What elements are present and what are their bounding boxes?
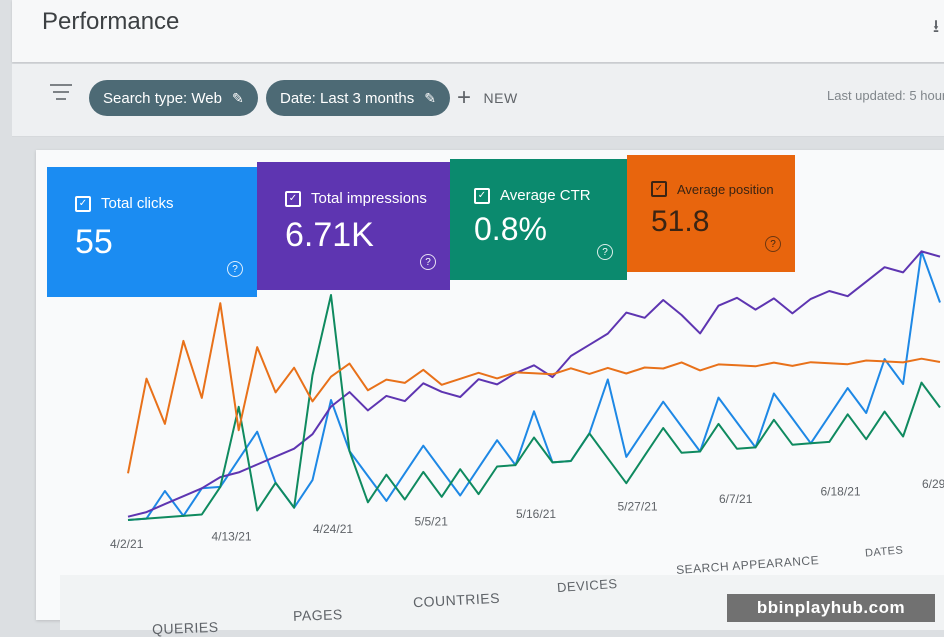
metric-average-position[interactable]: ✓ Average position 51.8 ? — [627, 155, 795, 272]
filter-list-icon[interactable] — [48, 84, 74, 104]
x-tick-label: 6/29/21 — [922, 477, 944, 491]
watermark: bbinplayhub.com — [727, 594, 935, 622]
checkbox-checked-icon[interactable]: ✓ — [75, 195, 91, 212]
x-tick-label: 5/5/21 — [415, 515, 449, 529]
help-icon[interactable]: ? — [420, 254, 436, 270]
x-tick-label: 6/18/21 — [821, 485, 861, 499]
series-line-3 — [127, 302, 941, 474]
help-icon[interactable]: ? — [227, 261, 243, 277]
tab-pages[interactable]: PAGES — [292, 606, 343, 624]
metric-total-impressions[interactable]: ✓ Total impressions 6.71K ? — [257, 162, 450, 290]
help-icon[interactable]: ? — [765, 236, 781, 252]
metric-label: Total clicks — [101, 195, 174, 212]
tab-queries[interactable]: QUERIES — [151, 618, 219, 637]
x-tick-label: 4/24/21 — [313, 522, 353, 536]
x-tick-label: 4/13/21 — [212, 530, 252, 544]
date-chip[interactable]: Date: Last 3 months ✎ — [266, 80, 450, 116]
date-label: Date: Last 3 months — [280, 89, 415, 107]
last-updated-text: Last updated: 5 hour — [827, 88, 944, 103]
plus-icon: + — [457, 84, 472, 111]
metric-label: Average CTR — [500, 187, 591, 204]
x-tick-label: 4/2/21 — [110, 537, 144, 551]
series-line-2 — [127, 294, 941, 521]
search-type-label: Search type: Web — [103, 89, 222, 107]
page-header: Performance ⭳ — [12, 0, 944, 62]
metric-label: Average position — [677, 181, 774, 197]
checkbox-checked-icon[interactable]: ✓ — [651, 181, 667, 197]
metric-label: Total impressions — [311, 190, 427, 207]
edit-icon: ✎ — [424, 89, 436, 106]
x-tick-label: 5/27/21 — [618, 500, 658, 514]
search-type-chip[interactable]: Search type: Web ✎ — [89, 80, 258, 116]
edit-icon: ✎ — [231, 89, 244, 106]
x-tick-label: 5/16/21 — [516, 507, 556, 521]
metric-value: 6.71K — [285, 216, 374, 254]
metric-value: 55 — [75, 223, 113, 261]
page-title: Performance — [42, 8, 180, 35]
help-icon[interactable]: ? — [597, 244, 613, 260]
x-tick-label: 6/7/21 — [719, 492, 753, 506]
download-icon[interactable]: ⭳ — [932, 16, 940, 36]
series-line-1 — [127, 250, 941, 518]
metric-average-ctr[interactable]: ✓ Average CTR 0.8% ? — [450, 159, 627, 280]
checkbox-checked-icon[interactable]: ✓ — [474, 187, 490, 204]
metric-value: 0.8% — [474, 211, 547, 247]
new-label: NEW — [483, 90, 518, 106]
checkbox-checked-icon[interactable]: ✓ — [285, 190, 301, 207]
metric-total-clicks[interactable]: ✓ Total clicks 55 ? — [47, 167, 257, 297]
filter-bar: Search type: Web ✎ Date: Last 3 months ✎… — [12, 64, 944, 137]
new-filter-button[interactable]: + NEW — [457, 80, 518, 116]
series-line-0 — [127, 250, 941, 521]
metric-value: 51.8 — [651, 205, 710, 238]
